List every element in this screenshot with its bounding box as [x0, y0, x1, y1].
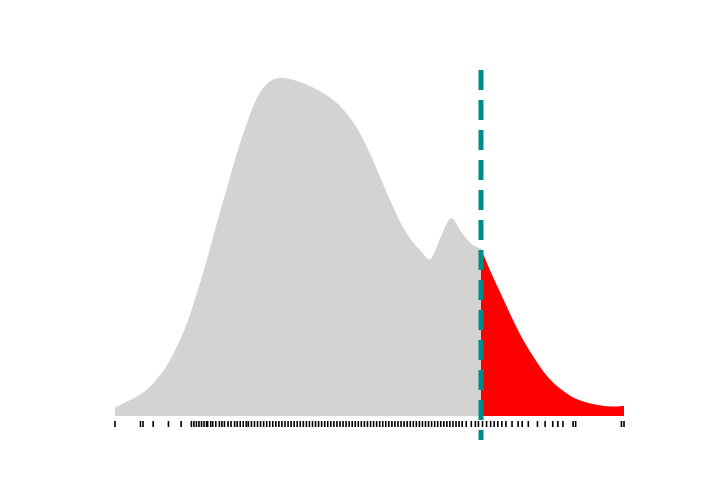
density-area-tail: [480, 248, 624, 416]
density-area-layer: [115, 77, 624, 417]
density-area-main: [115, 77, 481, 417]
rug-layer: [114, 421, 625, 427]
